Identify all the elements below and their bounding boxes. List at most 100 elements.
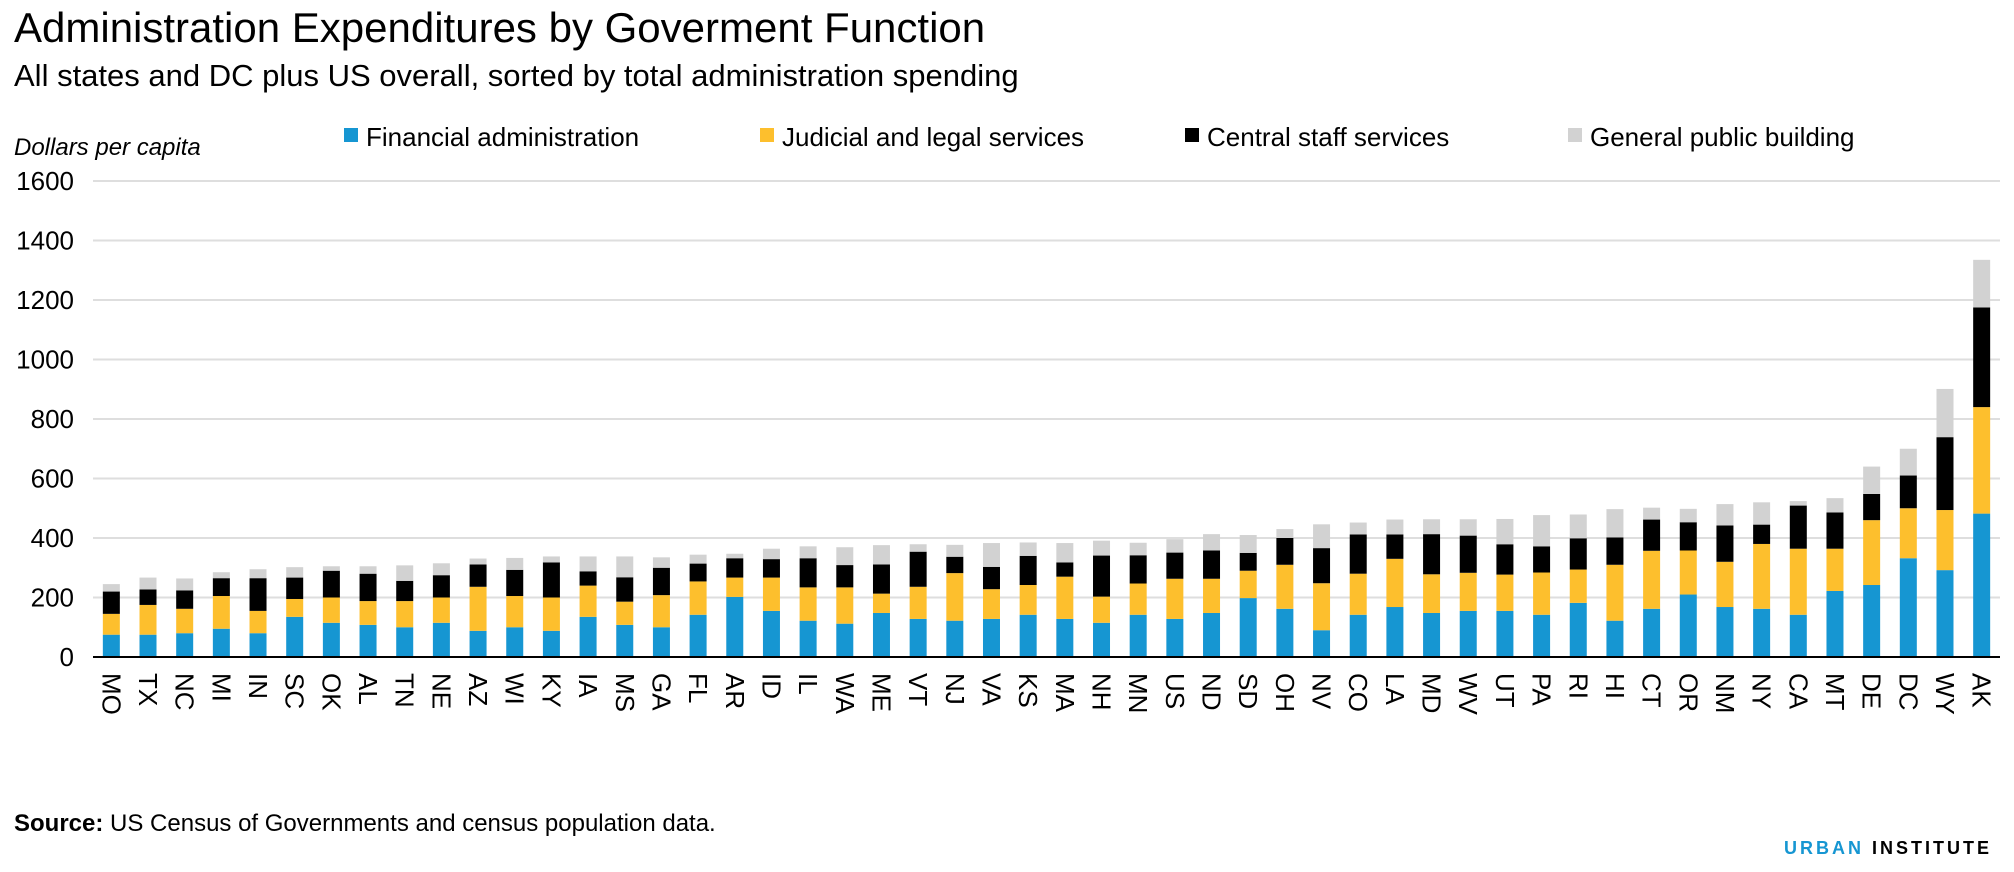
- bar-ut-general-public-building: [1496, 518, 1514, 545]
- bar-fl-financial-administration: [689, 614, 707, 657]
- bar-nv-financial-administration: [1313, 630, 1331, 657]
- bar-hi-general-public-building: [1606, 509, 1624, 538]
- bar-ky-financial-administration: [542, 630, 560, 657]
- x-tick-label-ak: AK: [1967, 673, 1997, 708]
- x-tick-label-nm: NM: [1710, 673, 1740, 713]
- legend-label-3: General public building: [1590, 122, 1855, 152]
- bar-nh-judicial-and-legal-services: [1093, 596, 1111, 623]
- bar-nm-general-public-building: [1716, 504, 1734, 526]
- x-tick-label-mt: MT: [1820, 673, 1850, 711]
- bar-md-central-staff-services: [1423, 534, 1441, 575]
- bar-tx-central-staff-services: [139, 589, 157, 605]
- x-tick-label-dc: DC: [1893, 673, 1923, 711]
- bar-pa-central-staff-services: [1533, 546, 1551, 573]
- x-tick-label-ca: CA: [1783, 673, 1813, 710]
- brand-part-institute: INSTITUTE: [1872, 838, 1992, 858]
- bar-nd-judicial-and-legal-services: [1203, 578, 1221, 613]
- bar-or-financial-administration: [1679, 594, 1697, 657]
- bar-ar-general-public-building: [726, 553, 744, 559]
- bar-wy-general-public-building: [1936, 388, 1954, 438]
- bar-ok-general-public-building: [322, 566, 340, 571]
- bar-us-judicial-and-legal-services: [1166, 578, 1184, 619]
- bar-wi-general-public-building: [506, 557, 524, 570]
- bar-ok-central-staff-services: [322, 570, 340, 598]
- bar-az-central-staff-services: [469, 564, 487, 587]
- bar-il-central-staff-services: [799, 558, 817, 588]
- bar-nm-central-staff-services: [1716, 525, 1734, 562]
- legend-swatch-3: [1568, 128, 1582, 142]
- bar-ar-central-staff-services: [726, 558, 744, 578]
- bar-wv-central-staff-services: [1459, 535, 1477, 573]
- y-tick-label: 1200: [16, 285, 74, 315]
- x-tick-label-nh: NH: [1087, 673, 1117, 711]
- x-tick-label-hi: HI: [1600, 673, 1630, 699]
- bar-ri-central-staff-services: [1569, 538, 1587, 570]
- bar-dc-judicial-and-legal-services: [1899, 508, 1917, 559]
- bar-ks-judicial-and-legal-services: [1019, 585, 1037, 615]
- bar-mn-financial-administration: [1129, 614, 1147, 657]
- bar-nv-central-staff-services: [1313, 548, 1331, 584]
- x-tick-label-mi: MI: [206, 673, 236, 702]
- bar-us-financial-administration: [1166, 618, 1184, 657]
- bar-mt-central-staff-services: [1826, 512, 1844, 549]
- bar-sd-general-public-building: [1239, 535, 1257, 553]
- x-tick-label-ky: KY: [536, 673, 566, 708]
- source-text: US Census of Governments and census popu…: [110, 810, 716, 837]
- x-tick-label-wa: WA: [830, 673, 860, 715]
- bar-oh-judicial-and-legal-services: [1276, 564, 1294, 609]
- bar-ny-central-staff-services: [1753, 524, 1771, 544]
- source-note: Source: US Census of Governments and cen…: [14, 810, 716, 838]
- x-tick-label-vt: VT: [903, 673, 933, 706]
- bar-ar-judicial-and-legal-services: [726, 577, 744, 597]
- bar-co-central-staff-services: [1349, 534, 1367, 574]
- bar-ma-judicial-and-legal-services: [1056, 576, 1074, 619]
- bar-nj-judicial-and-legal-services: [946, 573, 964, 621]
- y-tick-label: 1600: [16, 166, 74, 196]
- bar-ne-central-staff-services: [432, 575, 450, 598]
- bar-tx-judicial-and-legal-services: [139, 604, 157, 635]
- bar-mo-general-public-building: [102, 584, 120, 592]
- bar-pa-judicial-and-legal-services: [1533, 572, 1551, 615]
- stacked-bar-chart: 0 200 400 600 800 1000 1200 1400 1600 MO TX NC MI IN…: [14, 122, 2000, 716]
- bar-ak-financial-administration: [1973, 513, 1991, 657]
- bar-mi-financial-administration: [212, 628, 230, 657]
- bar-ak-general-public-building: [1973, 259, 1991, 308]
- bar-mt-general-public-building: [1826, 498, 1844, 513]
- bar-ms-financial-administration: [616, 624, 634, 657]
- bar-ri-financial-administration: [1569, 602, 1587, 657]
- x-tick-label-ny: NY: [1747, 673, 1777, 709]
- bar-va-general-public-building: [982, 543, 1000, 567]
- x-tick-label-wi: WI: [500, 673, 530, 705]
- legend-swatch-0: [344, 128, 358, 142]
- bar-tx-financial-administration: [139, 634, 157, 657]
- bar-nc-general-public-building: [176, 578, 194, 591]
- y-tick-label: 400: [31, 523, 74, 553]
- x-tick-label-wv: WV: [1453, 673, 1483, 716]
- bar-az-general-public-building: [469, 558, 487, 565]
- bar-tn-central-staff-services: [396, 580, 414, 602]
- bar-or-general-public-building: [1679, 508, 1697, 523]
- bar-me-general-public-building: [872, 545, 890, 565]
- bar-nh-general-public-building: [1093, 540, 1111, 556]
- bar-la-central-staff-services: [1386, 534, 1404, 559]
- bar-nj-general-public-building: [946, 544, 964, 557]
- bar-me-financial-administration: [872, 612, 890, 657]
- bar-va-central-staff-services: [982, 566, 1000, 590]
- x-tick-label-nj: NJ: [940, 673, 970, 705]
- bar-tx-general-public-building: [139, 577, 157, 590]
- bar-ks-general-public-building: [1019, 542, 1037, 556]
- x-tick-label-ct: CT: [1637, 673, 1667, 708]
- bar-ct-financial-administration: [1643, 608, 1661, 657]
- x-tick-label-mo: MO: [96, 673, 126, 715]
- x-tick-label-nd: ND: [1197, 673, 1227, 711]
- bar-oh-central-staff-services: [1276, 538, 1294, 565]
- bar-id-judicial-and-legal-services: [762, 577, 780, 611]
- bar-ne-judicial-and-legal-services: [432, 597, 450, 623]
- bar-de-general-public-building: [1863, 466, 1881, 494]
- bar-in-judicial-and-legal-services: [249, 610, 267, 634]
- bar-la-general-public-building: [1386, 519, 1404, 535]
- bar-nv-judicial-and-legal-services: [1313, 583, 1331, 631]
- bar-ct-judicial-and-legal-services: [1643, 550, 1661, 609]
- bar-mi-central-staff-services: [212, 578, 230, 597]
- bar-al-central-staff-services: [359, 573, 377, 602]
